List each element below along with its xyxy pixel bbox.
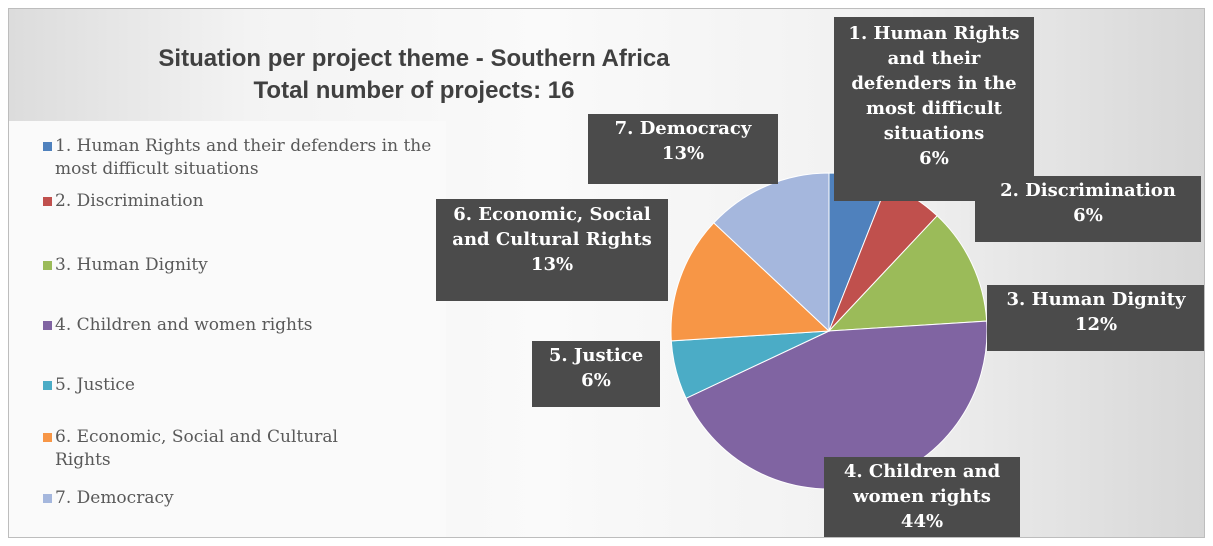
legend-label: 4. Children and women rights <box>55 315 313 335</box>
chart-title: Situation per project theme - Southern A… <box>69 43 759 107</box>
data-label-text: 1. Human Rights and their defenders in t… <box>848 23 1020 144</box>
data-label-percent: 44% <box>900 511 944 532</box>
legend-label: 1. Human Rights and their defenders in t… <box>55 136 432 179</box>
data-label-human-dignity: 3. Human Dignity 12% <box>987 285 1204 351</box>
legend-item-human-dignity: 3. Human Dignity <box>43 254 443 277</box>
data-label-percent: 6% <box>1073 205 1103 226</box>
pie-chart <box>670 172 988 490</box>
data-label-text: 4. Children and women rights <box>843 461 1001 507</box>
pie-slice-democracy <box>713 172 830 333</box>
data-label-percent: 6% <box>581 370 611 391</box>
data-label-percent: 12% <box>1074 314 1118 335</box>
data-label-text: 2. Discrimination <box>1000 180 1176 201</box>
chart-frame: Situation per project theme - Southern A… <box>8 8 1205 538</box>
chart-legend: 1. Human Rights and their defenders in t… <box>9 121 446 537</box>
legend-swatch <box>43 381 52 390</box>
legend-item-economic-social-cultural: 6. Economic, Social and Cultural Rights <box>43 426 373 472</box>
chart-title-line1: Situation per project theme - Southern A… <box>158 45 670 72</box>
legend-item-human-rights-defenders: 1. Human Rights and their defenders in t… <box>43 135 443 181</box>
pie-slice-human-dignity <box>827 215 988 332</box>
data-label-text: 7. Democracy <box>614 118 752 139</box>
data-label-percent: 13% <box>661 143 705 164</box>
data-label-text: 3. Human Dignity <box>1006 289 1186 310</box>
pie-slice-economic-social-cultural <box>670 222 831 342</box>
legend-swatch <box>43 142 52 151</box>
legend-item-justice: 5. Justice <box>43 374 443 397</box>
data-label-economic-social-cultural: 6. Economic, Social and Cultural Rights … <box>436 199 668 301</box>
legend-label: 5. Justice <box>55 375 135 395</box>
legend-item-children-women-rights: 4. Children and women rights <box>43 314 443 337</box>
data-label-percent: 13% <box>530 254 574 275</box>
legend-swatch <box>43 321 52 330</box>
legend-swatch <box>43 494 52 503</box>
legend-item-democracy: 7. Democracy <box>43 487 443 510</box>
legend-swatch <box>43 261 52 270</box>
legend-label: 6. Economic, Social and Cultural Rights <box>55 427 338 470</box>
legend-swatch <box>43 433 52 442</box>
legend-item-discrimination: 2. Discrimination <box>43 190 443 213</box>
legend-label: 2. Discrimination <box>55 191 204 211</box>
chart-title-line2: Total number of projects: 16 <box>253 77 575 104</box>
data-label-discrimination: 2. Discrimination 6% <box>975 176 1201 242</box>
data-label-text: 6. Economic, Social and Cultural Rights <box>452 204 652 250</box>
data-label-children-women-rights: 4. Children and women rights 44% <box>824 457 1020 537</box>
legend-label: 3. Human Dignity <box>55 255 208 275</box>
data-label-human-rights-defenders: 1. Human Rights and their defenders in t… <box>834 17 1034 201</box>
legend-label: 7. Democracy <box>55 488 174 508</box>
legend-swatch <box>43 197 52 206</box>
data-label-democracy: 7. Democracy 13% <box>588 114 778 184</box>
data-label-percent: 6% <box>919 148 949 169</box>
data-label-justice: 5. Justice 6% <box>532 341 660 407</box>
pie-slices <box>670 172 988 490</box>
data-label-text: 5. Justice <box>548 345 644 366</box>
